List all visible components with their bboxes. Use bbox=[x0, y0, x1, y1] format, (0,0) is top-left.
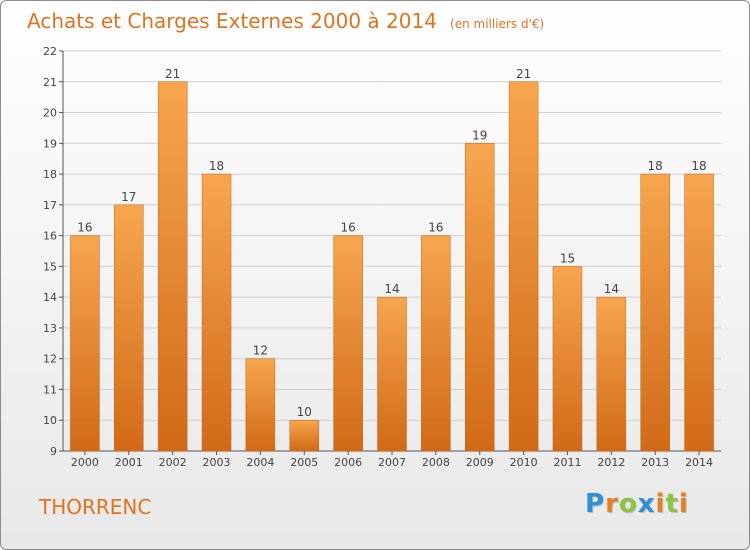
data-label-2013: 18 bbox=[648, 159, 663, 173]
bar-2014 bbox=[684, 173, 714, 452]
bar-2011 bbox=[552, 266, 583, 452]
y-tick-label: 19 bbox=[43, 137, 57, 150]
bar-2009 bbox=[464, 143, 495, 452]
x-tick-label-2014: 2014 bbox=[685, 456, 713, 469]
data-label-2002: 21 bbox=[165, 67, 180, 81]
y-tick-label: 17 bbox=[43, 199, 57, 212]
y-tick-label: 20 bbox=[43, 107, 57, 120]
logo-letter: t bbox=[665, 489, 679, 519]
bar-2004 bbox=[245, 358, 276, 452]
y-tick-label: 12 bbox=[43, 353, 57, 366]
y-tick-label: 22 bbox=[43, 45, 57, 58]
logo-letter: x bbox=[637, 489, 656, 519]
x-tick-label-2005: 2005 bbox=[290, 456, 318, 469]
data-label-2014: 18 bbox=[691, 159, 706, 173]
data-label-2008: 16 bbox=[428, 221, 443, 235]
data-label-2011: 15 bbox=[560, 251, 575, 265]
data-label-2009: 19 bbox=[472, 128, 487, 142]
y-tick-label: 9 bbox=[50, 445, 57, 458]
x-tick-label-2002: 2002 bbox=[159, 456, 187, 469]
data-label-2012: 14 bbox=[604, 282, 619, 296]
data-label-2006: 16 bbox=[340, 221, 355, 235]
y-tick-label: 21 bbox=[43, 76, 57, 89]
x-tick-label-2010: 2010 bbox=[510, 456, 538, 469]
y-tick-label: 16 bbox=[43, 230, 57, 243]
y-tick-label: 14 bbox=[43, 291, 57, 304]
x-tick-label-2013: 2013 bbox=[641, 456, 669, 469]
bar-2006 bbox=[333, 235, 363, 452]
y-tick-label: 10 bbox=[43, 414, 57, 427]
logo-letter: P bbox=[585, 489, 606, 519]
x-tick-label-2001: 2001 bbox=[115, 456, 143, 469]
x-tick-label-2003: 2003 bbox=[203, 456, 231, 469]
x-tick-label-2011: 2011 bbox=[553, 456, 581, 469]
logo-letter: o bbox=[618, 489, 638, 519]
bar-2007 bbox=[377, 296, 407, 452]
logo-letter: i bbox=[655, 489, 666, 519]
data-label-2000: 16 bbox=[77, 221, 92, 235]
x-tick-label-2007: 2007 bbox=[378, 456, 406, 469]
bar-2013 bbox=[640, 173, 670, 452]
bar-2003 bbox=[201, 173, 232, 452]
x-tick-label-2009: 2009 bbox=[466, 456, 494, 469]
data-label-2004: 12 bbox=[253, 344, 268, 358]
data-label-2007: 14 bbox=[384, 282, 399, 296]
y-tick-label: 13 bbox=[43, 322, 57, 335]
data-label-2001: 17 bbox=[121, 190, 136, 204]
bar-2005 bbox=[289, 419, 320, 452]
y-tick-label: 18 bbox=[43, 168, 57, 181]
bar-2008 bbox=[421, 235, 451, 452]
chart-title: Achats et Charges Externes 2000 à 2014 (… bbox=[27, 9, 544, 33]
x-tick-label-2006: 2006 bbox=[334, 456, 362, 469]
data-label-2003: 18 bbox=[209, 159, 224, 173]
logo-letter: r bbox=[605, 489, 619, 519]
y-tick-label: 11 bbox=[43, 383, 57, 396]
data-labels: 16 17 21 18 12 10 16 14 16 19 21 15 14 18 18 bbox=[77, 67, 706, 419]
proxiti-logo: Proxiti bbox=[585, 489, 689, 519]
bar-2010 bbox=[508, 81, 539, 452]
chart-title-main: Achats et Charges Externes 2000 à 2014 bbox=[27, 9, 437, 33]
x-tick-label-2000: 2000 bbox=[71, 456, 99, 469]
x-tick-label-2004: 2004 bbox=[246, 456, 274, 469]
chart-unit: (en milliers d'€) bbox=[450, 17, 545, 31]
data-label-2010: 21 bbox=[516, 67, 531, 81]
y-tick-label: 15 bbox=[43, 260, 57, 273]
bar-2002 bbox=[157, 81, 188, 452]
x-tick-label-2008: 2008 bbox=[422, 456, 450, 469]
bar-2001 bbox=[114, 204, 144, 452]
data-label-2005: 10 bbox=[297, 405, 312, 419]
logo-letter: i bbox=[678, 489, 689, 519]
bar-2000 bbox=[70, 235, 100, 452]
x-tick-label-2012: 2012 bbox=[597, 456, 625, 469]
town-name: THORRENC bbox=[39, 495, 152, 519]
bars bbox=[70, 81, 714, 452]
bar-2012 bbox=[596, 296, 627, 452]
